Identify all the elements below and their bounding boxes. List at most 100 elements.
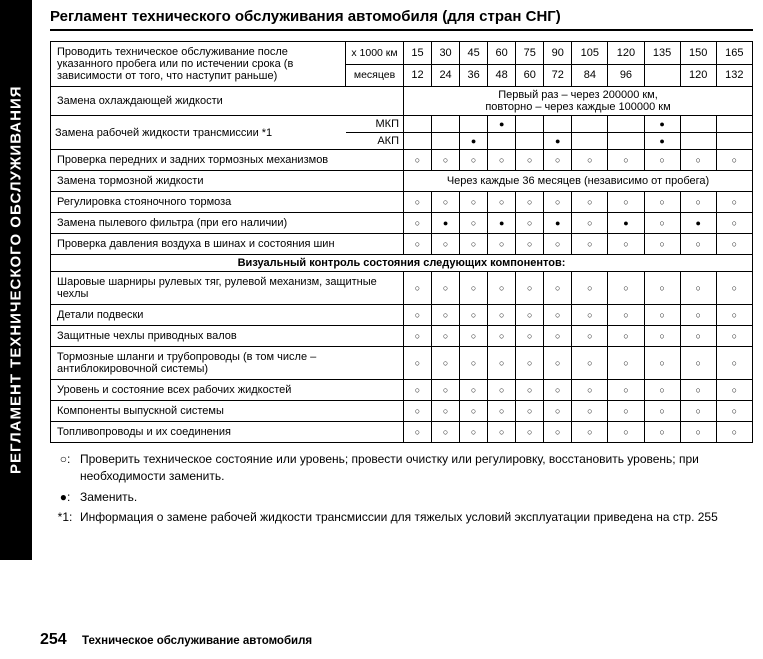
km-6: 105 [572,42,608,65]
mark-4 [516,347,544,380]
mark-9 [680,272,716,305]
mark-8 [644,272,680,305]
mark-5 [544,401,572,422]
unit-months: месяцев [346,64,404,87]
mark-3 [488,150,516,171]
mo-3: 48 [488,64,516,87]
mark-7 [608,150,644,171]
row-parking: Регулировка стояночного тормоза [51,192,753,213]
mark-0 [404,192,432,213]
mark-5 [544,347,572,380]
mark-2 [460,422,488,443]
mark-7 [608,347,644,380]
page-number: 254 [40,631,67,648]
mark-9 [680,305,716,326]
mark-0 [404,213,432,234]
row-fluids: Уровень и состояние всех рабочих жидкост… [51,380,753,401]
akp-9 [680,133,716,150]
mark-2 [460,150,488,171]
km-9: 150 [680,42,716,65]
legend-dot-text: Заменить. [80,489,137,506]
mark-5 [544,326,572,347]
mark-5 [544,192,572,213]
mark-4 [516,305,544,326]
mark-1 [432,347,460,380]
mark-10 [716,347,752,380]
row-ball: Шаровые шарниры рулевых тяг, рулевой мех… [51,272,753,305]
brake-fluid-note: Через каждые 36 месяцев (независимо от п… [404,171,753,192]
mark-9 [680,213,716,234]
akp-10 [716,133,752,150]
coolant-note: Первый раз – через 200000 км, повторно –… [404,87,753,116]
mark-2 [460,326,488,347]
row-tires: Проверка давления воздуха в шинах и сост… [51,234,753,255]
mark-7 [608,213,644,234]
instruction-cell: Проводить техническое обслуживание после… [51,42,346,87]
mark-0 [404,422,432,443]
row-fuel: Топливопроводы и их соединения [51,422,753,443]
mkp-9 [680,116,716,133]
mark-10 [716,272,752,305]
mark-3 [488,326,516,347]
brake-fluid-label: Замена тормозной жидкости [51,171,404,192]
km-0: 15 [404,42,432,65]
label: Компоненты выпускной системы [51,401,404,422]
row-boots: Защитные чехлы приводных валов [51,326,753,347]
mark-2 [460,192,488,213]
km-3: 60 [488,42,516,65]
legend: ○: Проверить техническое состояние или у… [50,451,753,526]
row-brakes: Проверка передних и задних тормозных мех… [51,150,753,171]
label: Шаровые шарниры рулевых тяг, рулевой мех… [51,272,404,305]
mark-8 [644,401,680,422]
km-5: 90 [544,42,572,65]
mark-8 [644,422,680,443]
mkp-7 [608,116,644,133]
mark-2 [460,305,488,326]
mark-1 [432,422,460,443]
row-hoses: Тормозные шланги и трубопроводы (в том ч… [51,347,753,380]
mark-1 [432,305,460,326]
maintenance-table: Проводить техническое обслуживание после… [50,41,753,443]
mark-10 [716,326,752,347]
mark-3 [488,401,516,422]
akp-8 [644,133,680,150]
mark-10 [716,422,752,443]
mkp-1 [432,116,460,133]
trans-label: Замена рабочей жидкости трансмиссии *1 [51,116,346,150]
mark-7 [608,326,644,347]
mark-7 [608,380,644,401]
mark-6 [572,234,608,255]
mark-6 [572,192,608,213]
mark-6 [572,326,608,347]
mark-4 [516,326,544,347]
mo-4: 60 [516,64,544,87]
mark-9 [680,150,716,171]
mark-10 [716,213,752,234]
mark-9 [680,326,716,347]
mark-5 [544,305,572,326]
km-1: 30 [432,42,460,65]
trans-akp: АКП [346,133,404,150]
mark-2 [460,272,488,305]
akp-2 [460,133,488,150]
mark-3 [488,192,516,213]
label: Регулировка стояночного тормоза [51,192,404,213]
mo-0: 12 [404,64,432,87]
trans-mkp: МКП [346,116,404,133]
mark-5 [544,422,572,443]
mo-5: 72 [544,64,572,87]
mo-2: 36 [460,64,488,87]
label: Защитные чехлы приводных валов [51,326,404,347]
mark-3 [488,347,516,380]
mark-3 [488,234,516,255]
mark-2 [460,347,488,380]
mark-5 [544,380,572,401]
row-visual-header: Визуальный контроль состояния следующих … [51,255,753,272]
label: Замена пылевого фильтра (при его наличии… [51,213,404,234]
legend-note: *1: Информация о замене рабочей жидкости… [50,509,753,526]
mark-6 [572,305,608,326]
mark-2 [460,213,488,234]
row-exhaust: Компоненты выпускной системы [51,401,753,422]
mkp-6 [572,116,608,133]
km-7: 120 [608,42,644,65]
